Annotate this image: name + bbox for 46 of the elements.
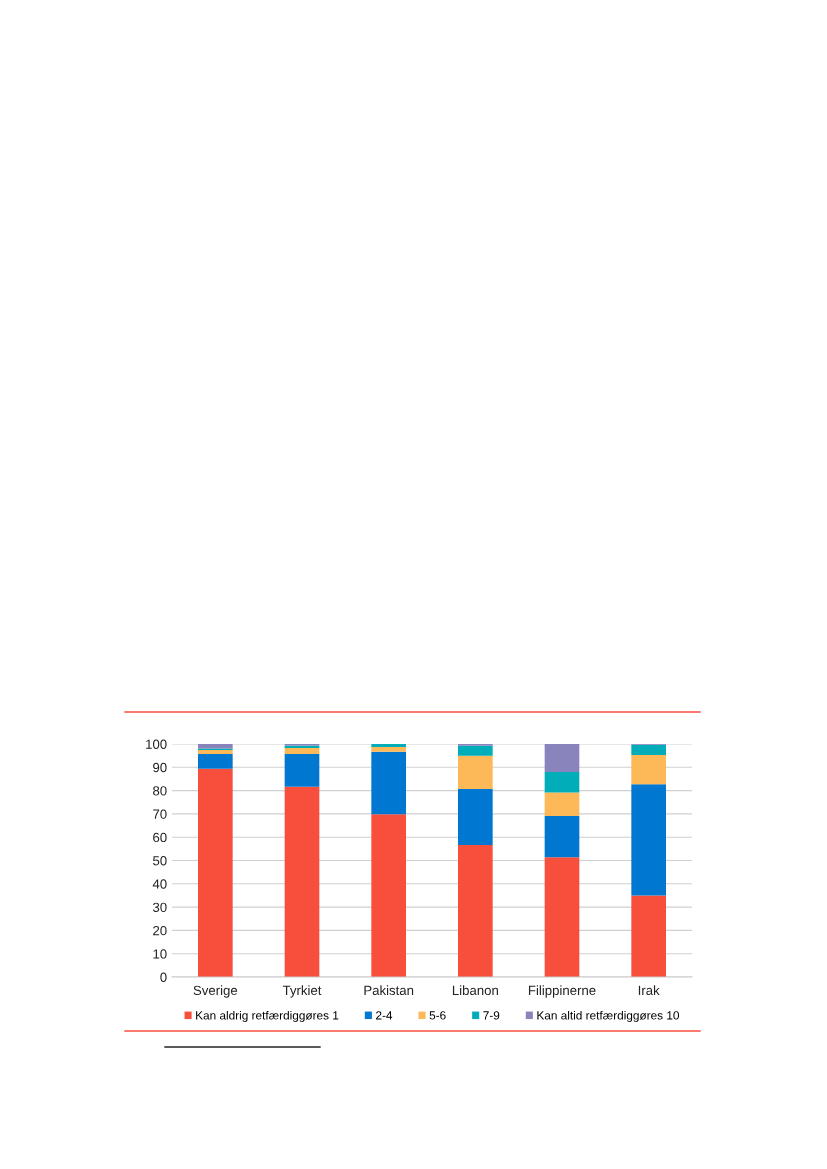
bar — [631, 895, 666, 977]
bar — [284, 747, 320, 755]
bar — [458, 745, 493, 756]
bar — [631, 744, 666, 755]
x-tick-label: Filippinerne — [528, 985, 596, 998]
legend-label: 5-6 — [429, 1011, 446, 1020]
legend-label: 2-4 — [376, 1011, 393, 1020]
bar — [198, 750, 233, 755]
bar — [458, 788, 493, 846]
bar — [198, 768, 233, 977]
bar — [544, 816, 580, 858]
y-tick-label: 10 — [153, 949, 167, 959]
legend-label: Kan altid retfærdiggøres 10 — [537, 1010, 680, 1022]
bar — [371, 751, 406, 815]
x-tick-label: Pakistan — [364, 985, 414, 996]
y-tick-label: 60 — [153, 832, 167, 843]
bar — [458, 755, 493, 789]
bar — [544, 771, 580, 793]
bar — [371, 747, 406, 752]
y-tick-label: 70 — [153, 809, 167, 819]
bar — [284, 786, 320, 977]
y-tick-label: 0 — [160, 972, 167, 982]
bar — [631, 784, 666, 896]
bar — [544, 857, 580, 977]
bar — [544, 744, 580, 772]
y-tick-label: 90 — [153, 762, 167, 773]
bar — [544, 792, 580, 816]
legend-label: Kan aldrig retfærdiggøres 1 — [196, 1010, 339, 1022]
y-tick-label: 30 — [152, 902, 167, 913]
y-tick-label: 100 — [146, 739, 167, 749]
x-tick-label: Tyrkiet — [282, 985, 322, 998]
bar — [458, 845, 493, 977]
y-tick-label: 20 — [153, 925, 167, 936]
bar — [284, 754, 320, 787]
x-tick-label: Libanon — [452, 985, 498, 996]
bar — [198, 754, 233, 769]
bar — [631, 754, 666, 785]
bar — [371, 814, 406, 977]
bar — [198, 744, 233, 749]
x-tick-label: Sverige — [193, 985, 238, 998]
y-tick-label: 50 — [152, 856, 167, 866]
legend-label: 7-9 — [483, 1011, 500, 1020]
y-tick-label: 40 — [152, 879, 167, 889]
y-tick-label: 80 — [153, 786, 167, 796]
bar — [371, 744, 406, 748]
x-tick-label: Irak — [638, 985, 660, 996]
